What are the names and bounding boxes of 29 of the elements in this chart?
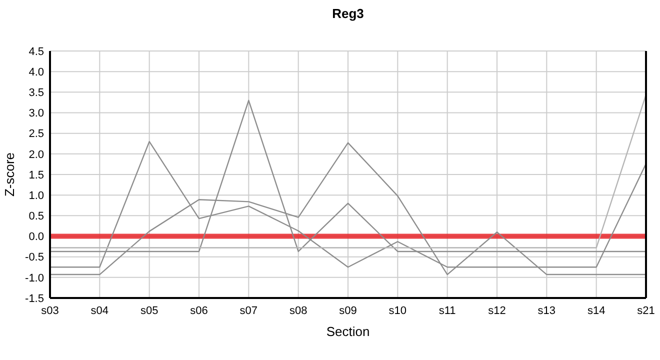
- x-tick-label: s11: [438, 305, 456, 317]
- y-tick-label: 4.5: [28, 46, 44, 58]
- y-tick-label: -1.5: [25, 292, 44, 305]
- y-tick-label: 0.0: [28, 231, 44, 244]
- y-axis-title: Z-score: [2, 152, 17, 197]
- y-tick-label: 4.0: [28, 66, 44, 78]
- x-tick-label: s05: [140, 305, 158, 317]
- x-axis-title: Section: [326, 324, 370, 339]
- x-tick-label: s08: [289, 305, 308, 317]
- y-tick-label: 2.5: [28, 128, 44, 140]
- y-tick-label: 2.0: [28, 148, 44, 161]
- x-tick-label: s21: [637, 305, 655, 317]
- x-tick-label: s06: [190, 305, 208, 317]
- chart-title: Reg3: [332, 6, 364, 21]
- x-tick-label: s09: [339, 305, 357, 317]
- x-tick-label: s10: [388, 305, 407, 317]
- y-tick-label: 1.0: [28, 190, 44, 202]
- y-tick-label: 1.5: [28, 169, 44, 182]
- x-tick-label: s04: [90, 305, 109, 317]
- y-tick-label: 0.5: [28, 210, 44, 223]
- y-tick-label: 3.5: [28, 87, 44, 100]
- y-tick-label: -1.0: [25, 272, 44, 284]
- x-tick-label: s14: [587, 305, 606, 317]
- x-tick-label: s13: [538, 305, 556, 317]
- x-tick-label: s07: [240, 305, 258, 317]
- x-tick-label: s12: [488, 305, 506, 317]
- x-tick-label: s03: [41, 305, 59, 317]
- y-tick-label: -0.5: [25, 252, 44, 264]
- y-tick-label: 3.0: [28, 108, 44, 120]
